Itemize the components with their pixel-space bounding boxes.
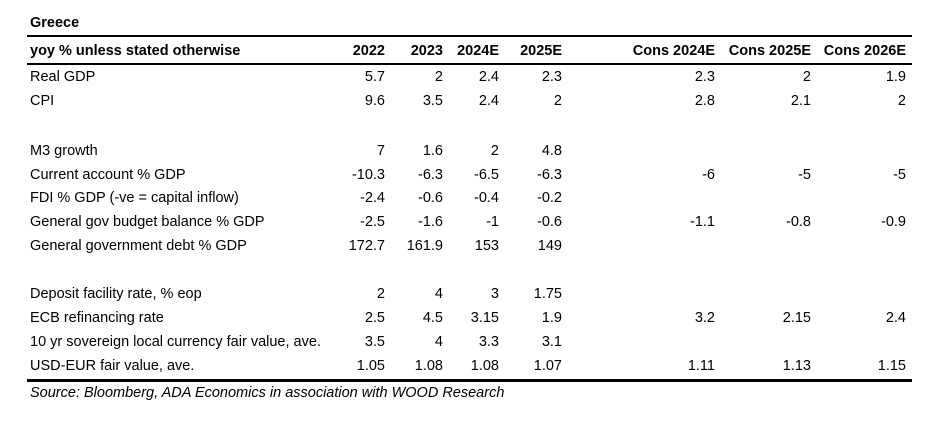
cell-2025e: 2 [553,93,562,109]
cell-2023: -6.3 [418,167,443,183]
cell-2024e: 2.4 [478,69,499,85]
cell-2024e: 3 [490,286,499,302]
table-row: General government debt % GDP 172.7 161.… [0,235,942,257]
cell-2023: 2 [434,69,443,85]
header-rule [27,63,912,65]
cell-cons-2024e: 2.8 [694,93,715,109]
table-row: General gov budget balance % GDP -2.5 -1… [0,211,942,233]
cell-2025e: 1.9 [541,310,562,326]
row-label: USD-EUR fair value, ave. [30,358,195,374]
cell-2024e: 2.4 [478,93,499,109]
row-label: ECB refinancing rate [30,310,164,326]
header-2022: 2022 [352,43,385,59]
cell-cons-2026e: 1.9 [885,69,906,85]
cell-2024e: 1.08 [470,358,499,374]
cell-cons-2026e: 1.15 [877,358,906,374]
cell-2022: 7 [376,143,385,159]
cell-cons-2025e: 2.1 [790,93,811,109]
cell-2024e: 153 [474,238,499,254]
cell-2024e: 3.3 [478,334,499,350]
table-row: CPI 9.6 3.5 2.4 2 2.8 2.1 2 [0,90,942,112]
cell-2022: -2.5 [360,214,385,230]
cell-cons-2025e: -0.8 [786,214,811,230]
header-row: yoy % unless stated otherwise 2022 2023 … [0,40,942,62]
header-cons-2024e: Cons 2024E [632,43,715,59]
row-label: Current account % GDP [30,167,186,183]
cell-cons-2024e: 1.11 [687,358,715,374]
row-label: Real GDP [30,69,96,85]
cell-2024e: 2 [490,143,499,159]
row-label: 10 yr sovereign local currency fair valu… [30,334,321,350]
cell-2023: -1.6 [418,214,443,230]
header-2025e: 2025E [520,43,562,59]
cell-2025e: 2.3 [541,69,562,85]
cell-cons-2025e: 2 [802,69,811,85]
row-label: General government debt % GDP [30,238,247,254]
cell-2024e: 3.15 [470,310,499,326]
table-row: Current account % GDP -10.3 -6.3 -6.5 -6… [0,164,942,186]
cell-cons-2026e: -0.9 [881,214,906,230]
row-label: FDI % GDP (-ve = capital inflow) [30,190,239,206]
cell-2022: 2.5 [364,310,385,326]
cell-cons-2024e: -6 [702,167,715,183]
cell-2022: -10.3 [351,167,385,183]
cell-cons-2026e: 2 [897,93,906,109]
header-label: yoy % unless stated otherwise [30,43,241,59]
table-row: Deposit facility rate, % eop 2 4 3 1.75 [0,283,942,305]
cell-2022: 5.7 [364,69,385,85]
cell-2023: 161.9 [406,238,443,254]
cell-cons-2024e: 3.2 [694,310,715,326]
cell-2024e: -1 [486,214,499,230]
header-2023: 2023 [410,43,443,59]
cell-2023: 4 [434,334,443,350]
bottom-rule [27,379,912,382]
cell-cons-2025e: 2.15 [782,310,811,326]
row-label: CPI [30,93,55,109]
cell-cons-2026e: 2.4 [885,310,906,326]
cell-2022: 1.05 [356,358,385,374]
source-note: Source: Bloomberg, ADA Economics in asso… [30,385,505,401]
header-cons-2026e: Cons 2026E [823,43,906,59]
cell-cons-2025e: -5 [798,167,811,183]
table-row: ECB refinancing rate 2.5 4.5 3.15 1.9 3.… [0,307,942,329]
row-label: Deposit facility rate, % eop [30,286,202,302]
cell-2025e: -6.3 [537,167,562,183]
cell-2023: -0.6 [418,190,443,206]
cell-2023: 4 [434,286,443,302]
cell-2025e: 4.8 [541,143,562,159]
cell-2025e: 149 [537,238,562,254]
cell-2022: 3.5 [364,334,385,350]
table-row: FDI % GDP (-ve = capital inflow) -2.4 -0… [0,187,942,209]
cell-2023: 1.6 [422,143,443,159]
cell-2025e: 1.07 [533,358,562,374]
cell-2025e: -0.2 [537,190,562,206]
table-row: 10 yr sovereign local currency fair valu… [0,331,942,353]
cell-cons-2024e: 2.3 [694,69,715,85]
cell-2022: 9.6 [364,93,385,109]
cell-cons-2024e: -1.1 [690,214,715,230]
table-row: M3 growth 7 1.6 2 4.8 [0,140,942,162]
row-label: M3 growth [30,143,98,159]
cell-2025e: 3.1 [541,334,562,350]
cell-2023: 4.5 [422,310,443,326]
table-row: USD-EUR fair value, ave. 1.05 1.08 1.08 … [0,355,942,377]
cell-2025e: -0.6 [537,214,562,230]
row-label: General gov budget balance % GDP [30,214,265,230]
top-rule [27,35,912,37]
cell-2022: 172.7 [348,238,385,254]
cell-2023: 3.5 [422,93,443,109]
cell-cons-2026e: -5 [893,167,906,183]
header-cons-2025e: Cons 2025E [728,43,811,59]
cell-2023: 1.08 [414,358,443,374]
cell-2025e: 1.75 [533,286,562,302]
cell-2022: -2.4 [360,190,385,206]
table-row: Real GDP 5.7 2 2.4 2.3 2.3 2 1.9 [0,66,942,88]
header-2024e: 2024E [457,43,499,59]
cell-cons-2025e: 1.13 [782,358,811,374]
cell-2024e: -0.4 [474,190,499,206]
cell-2024e: -6.5 [474,167,499,183]
cell-2022: 2 [376,286,385,302]
table-title: Greece [30,15,80,31]
